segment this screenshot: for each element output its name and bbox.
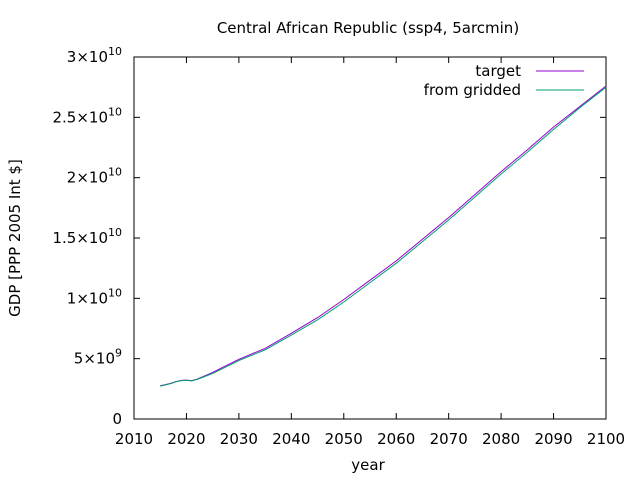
- y-tick-mantissa: 2×10: [67, 169, 108, 187]
- x-axis-title: year: [351, 456, 385, 474]
- y-tick-label: 0: [112, 410, 122, 428]
- y-tick-mantissa: 5×10: [74, 350, 115, 368]
- x-tick-label: 2020: [167, 430, 205, 448]
- y-tick-mantissa: 1×10: [67, 289, 108, 307]
- x-tick-label: 2010: [115, 430, 153, 448]
- y-tick-exponent: 10: [108, 45, 122, 58]
- y-tick-exponent: 10: [108, 166, 122, 179]
- x-axis-ticks: 2010 2020 2030 2040 2050 2060 2070 2080 2090 2100: [115, 57, 625, 448]
- y-tick-label: 2×1010: [67, 166, 122, 187]
- x-tick-label: 2070: [430, 430, 468, 448]
- x-tick-label: 2040: [272, 430, 310, 448]
- y-tick-exponent: 10: [108, 286, 122, 299]
- x-tick-label: 2090: [534, 430, 572, 448]
- y-tick-mantissa: 3×10: [67, 48, 108, 66]
- x-tick-label: 2080: [482, 430, 520, 448]
- y-tick-exponent: 10: [108, 105, 122, 118]
- plot-frame: [133, 56, 607, 420]
- legend-label: target: [475, 62, 521, 80]
- y-tick-exponent: 9: [115, 347, 122, 360]
- series-line-from-gridded: [160, 86, 607, 387]
- y-tick-label: 2.5×1010: [52, 105, 122, 126]
- x-tick-label: 2030: [220, 430, 258, 448]
- y-tick-mantissa: 1.5×10: [52, 229, 108, 247]
- x-tick-label: 2100: [587, 430, 625, 448]
- x-tick-label: 2050: [325, 430, 363, 448]
- y-tick-label: 1.5×1010: [52, 226, 122, 247]
- x-tick-label: 2060: [377, 430, 415, 448]
- legend-label: from gridded: [424, 81, 521, 99]
- y-tick-exponent: 10: [108, 226, 122, 239]
- y-tick-mantissa: 2.5×10: [52, 108, 108, 126]
- y-axis-title: GDP [PPP 2005 Int $]: [6, 159, 24, 317]
- chart-title: Central African Republic (ssp4, 5arcmin): [217, 19, 519, 37]
- y-tick-mantissa: 0: [112, 410, 122, 428]
- y-tick-label: 5×109: [74, 347, 122, 368]
- y-tick-label: 3×1010: [67, 45, 122, 66]
- y-tick-label: 1×1010: [67, 286, 122, 307]
- series-line-target: [160, 85, 607, 387]
- series-layer: [160, 85, 607, 387]
